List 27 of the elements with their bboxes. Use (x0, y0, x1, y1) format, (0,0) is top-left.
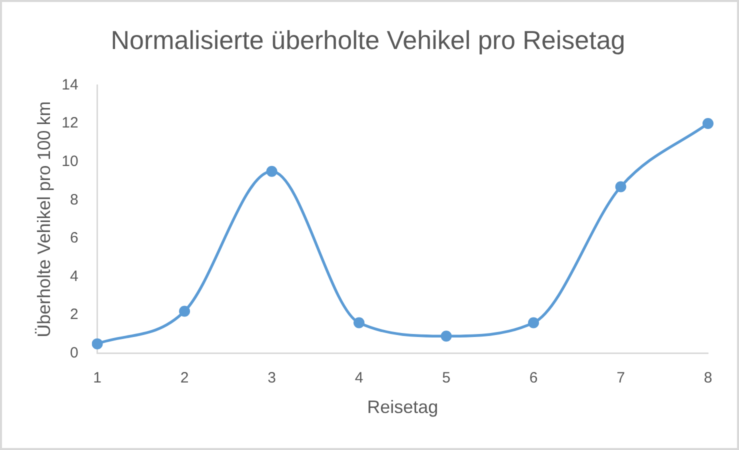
y-tick-label: 10 (62, 152, 78, 170)
y-tick-label: 6 (70, 230, 78, 247)
x-tick-label: 1 (93, 370, 102, 387)
x-tick-label: 4 (354, 370, 364, 387)
point (440, 330, 452, 342)
x-tick-label: 7 (616, 370, 625, 387)
y-tick-label: 14 (62, 76, 78, 94)
point (702, 118, 714, 130)
y-tick-label: 2 (70, 306, 78, 324)
y-tick-label: 12 (62, 114, 78, 132)
x-tick-label: 6 (529, 370, 538, 387)
point (354, 317, 365, 328)
x-tick-label: 5 (442, 370, 450, 387)
point (92, 338, 103, 350)
x-tick-label: 3 (268, 370, 276, 387)
point (528, 317, 540, 328)
y-tick-label: 0 (70, 344, 78, 362)
point (266, 166, 278, 177)
chart-title: Normalisierte überholte Vehikel pro Reisetag (110, 24, 626, 55)
x-tick-label: 8 (704, 370, 712, 387)
y-axis-title: Überholte Vehikel pro 100 km (34, 101, 54, 338)
point (615, 181, 626, 192)
y-tick-label: 8 (70, 191, 78, 208)
y-tick-label: 4 (70, 268, 78, 285)
x-tick-label: 2 (180, 370, 189, 387)
point (179, 306, 190, 317)
x-axis-title: Reisetag (367, 397, 438, 418)
